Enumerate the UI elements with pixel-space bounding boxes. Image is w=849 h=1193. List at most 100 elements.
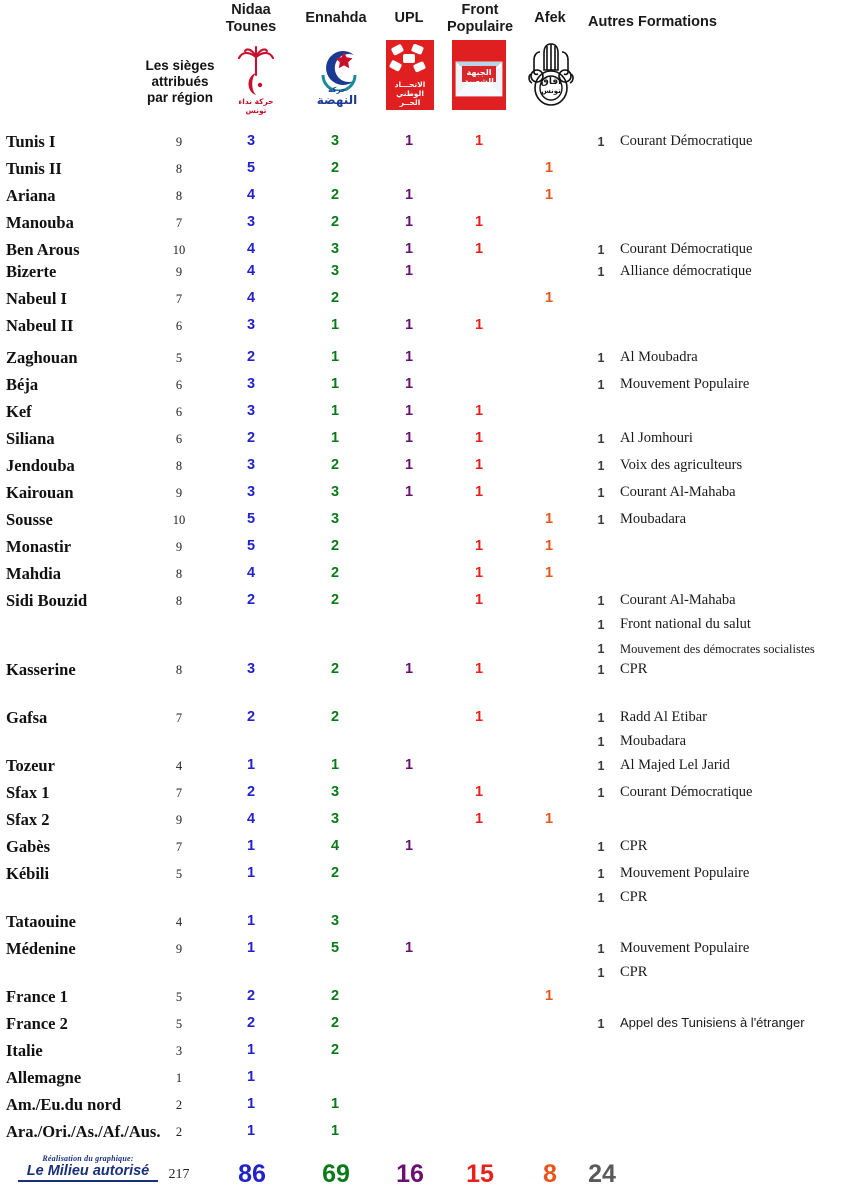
cell-ennahda: 2	[330, 290, 340, 306]
cell-nidaa: 4	[246, 241, 256, 257]
region-name: Kébili	[6, 864, 50, 883]
cell-nidaa: 2	[246, 988, 256, 1004]
cell-upl: 1	[404, 430, 414, 446]
cell-ennahda: 2	[330, 865, 340, 881]
cell-nidaa: 2	[246, 430, 256, 446]
cell-autres-count: 1	[597, 594, 605, 608]
cell-ennahda: 1	[330, 1123, 340, 1139]
cell-ennahda: 1	[330, 430, 340, 446]
cell-nidaa: 4	[246, 187, 256, 203]
cell-ennahda: 3	[330, 784, 340, 800]
header-column-ennahda: Ennahda	[305, 10, 367, 26]
cell-front-populaire: 1	[474, 241, 484, 257]
region-name: Mahdia	[6, 564, 62, 583]
cell-ennahda: 2	[330, 1015, 340, 1031]
region-name: Nabeul II	[6, 316, 74, 335]
cell-autres-count: 1	[597, 432, 605, 446]
cell-autres-party: Courant Al-Mahaba	[620, 484, 736, 500]
region-name: Béja	[6, 375, 39, 394]
region-name: Ara./Ori./As./Af./Aus.	[6, 1122, 161, 1141]
header-seats-label: Les sièges attribués par région	[145, 58, 215, 105]
cell-upl: 1	[404, 838, 414, 854]
afek-logo-arabic-2: تونس	[541, 87, 561, 95]
cell-upl: 1	[404, 376, 414, 392]
cell-autres-count: 1	[597, 663, 605, 677]
cell-front-populaire: 1	[474, 565, 484, 581]
cell-nidaa: 3	[246, 214, 256, 230]
cell-autres-count: 1	[597, 243, 605, 257]
cell-seats: 6	[175, 432, 183, 446]
cell-autres-party: Courant Démocratique	[620, 241, 753, 257]
cell-front-populaire: 1	[474, 214, 484, 230]
cell-nidaa: 1	[246, 940, 256, 956]
cell-afek: 1	[544, 290, 554, 306]
cell-autres-party: Al Moubadra	[620, 349, 698, 365]
cell-autres-count: 1	[597, 486, 605, 500]
region-name: Sousse	[6, 510, 53, 529]
cell-ennahda: 4	[330, 838, 340, 854]
cell-afek: 1	[544, 988, 554, 1004]
cell-seats: 6	[175, 319, 183, 333]
cell-autres-count: 1	[597, 966, 605, 980]
cell-ennahda: 1	[330, 757, 340, 773]
cell-front-populaire: 1	[474, 811, 484, 827]
cell-ennahda: 1	[330, 376, 340, 392]
cell-autres-party: Moubadara	[620, 511, 687, 527]
cell-autres-count: 1	[597, 759, 605, 773]
cell-seats: 5	[175, 1017, 183, 1031]
cell-ennahda: 2	[330, 538, 340, 554]
cell-nidaa: 4	[246, 565, 256, 581]
total-nidaa: 86	[238, 1160, 266, 1188]
cell-ennahda: 3	[330, 133, 340, 149]
total-afek: 8	[543, 1160, 557, 1188]
nidaa-tounes-logo: حركة نداء تونس	[234, 45, 278, 115]
header-column-upl: UPL	[394, 10, 424, 26]
cell-autres-count: 1	[597, 711, 605, 725]
cell-nidaa: 3	[246, 376, 256, 392]
cell-front-populaire: 1	[474, 403, 484, 419]
cell-seats: 9	[175, 265, 183, 279]
cell-autres-count: 1	[597, 513, 605, 527]
cell-seats: 6	[175, 378, 183, 392]
cell-seats: 9	[175, 486, 183, 500]
cell-nidaa: 5	[246, 538, 256, 554]
cell-nidaa: 1	[246, 913, 256, 929]
cell-autres-count: 1	[597, 265, 605, 279]
cell-front-populaire: 1	[474, 592, 484, 608]
cell-autres-count: 1	[597, 942, 605, 956]
afek-tounes-logo: افاق تونس	[527, 40, 575, 110]
front-populaire-logo: الجبهة الشعبية	[452, 40, 506, 110]
cell-ennahda: 1	[330, 317, 340, 333]
cell-ennahda: 2	[330, 160, 340, 176]
region-name: Jendouba	[6, 456, 75, 475]
cell-front-populaire: 1	[474, 709, 484, 725]
cell-ennahda: 3	[330, 241, 340, 257]
cell-nidaa: 3	[246, 484, 256, 500]
cell-upl: 1	[404, 187, 414, 203]
cell-autres-party: Courant Al-Mahaba	[620, 592, 736, 608]
cell-ennahda: 2	[330, 457, 340, 473]
cell-afek: 1	[544, 538, 554, 554]
region-name: Ariana	[6, 186, 56, 205]
cell-autres-count: 1	[597, 459, 605, 473]
cell-ennahda: 1	[330, 403, 340, 419]
cell-seats: 7	[175, 711, 183, 725]
cell-autres-party: Front national du salut	[620, 616, 751, 632]
cell-seats: 4	[175, 759, 183, 773]
cell-nidaa: 2	[246, 349, 256, 365]
cell-front-populaire: 1	[474, 317, 484, 333]
cell-seats: 1	[175, 1071, 183, 1085]
cell-upl: 1	[404, 317, 414, 333]
cell-seats: 10	[172, 243, 186, 257]
cell-nidaa: 1	[246, 757, 256, 773]
cell-ennahda: 2	[330, 1042, 340, 1058]
region-name: Nabeul I	[6, 289, 67, 308]
region-name: Monastir	[6, 537, 72, 556]
region-name: Ben Arous	[6, 240, 80, 259]
total-seats: 217	[168, 1167, 190, 1182]
region-name: Zaghouan	[6, 348, 78, 367]
cell-autres-party: Mouvement Populaire	[620, 376, 750, 392]
region-name: Médenine	[6, 939, 76, 958]
cell-front-populaire: 1	[474, 430, 484, 446]
cell-autres-count: 1	[597, 891, 605, 905]
